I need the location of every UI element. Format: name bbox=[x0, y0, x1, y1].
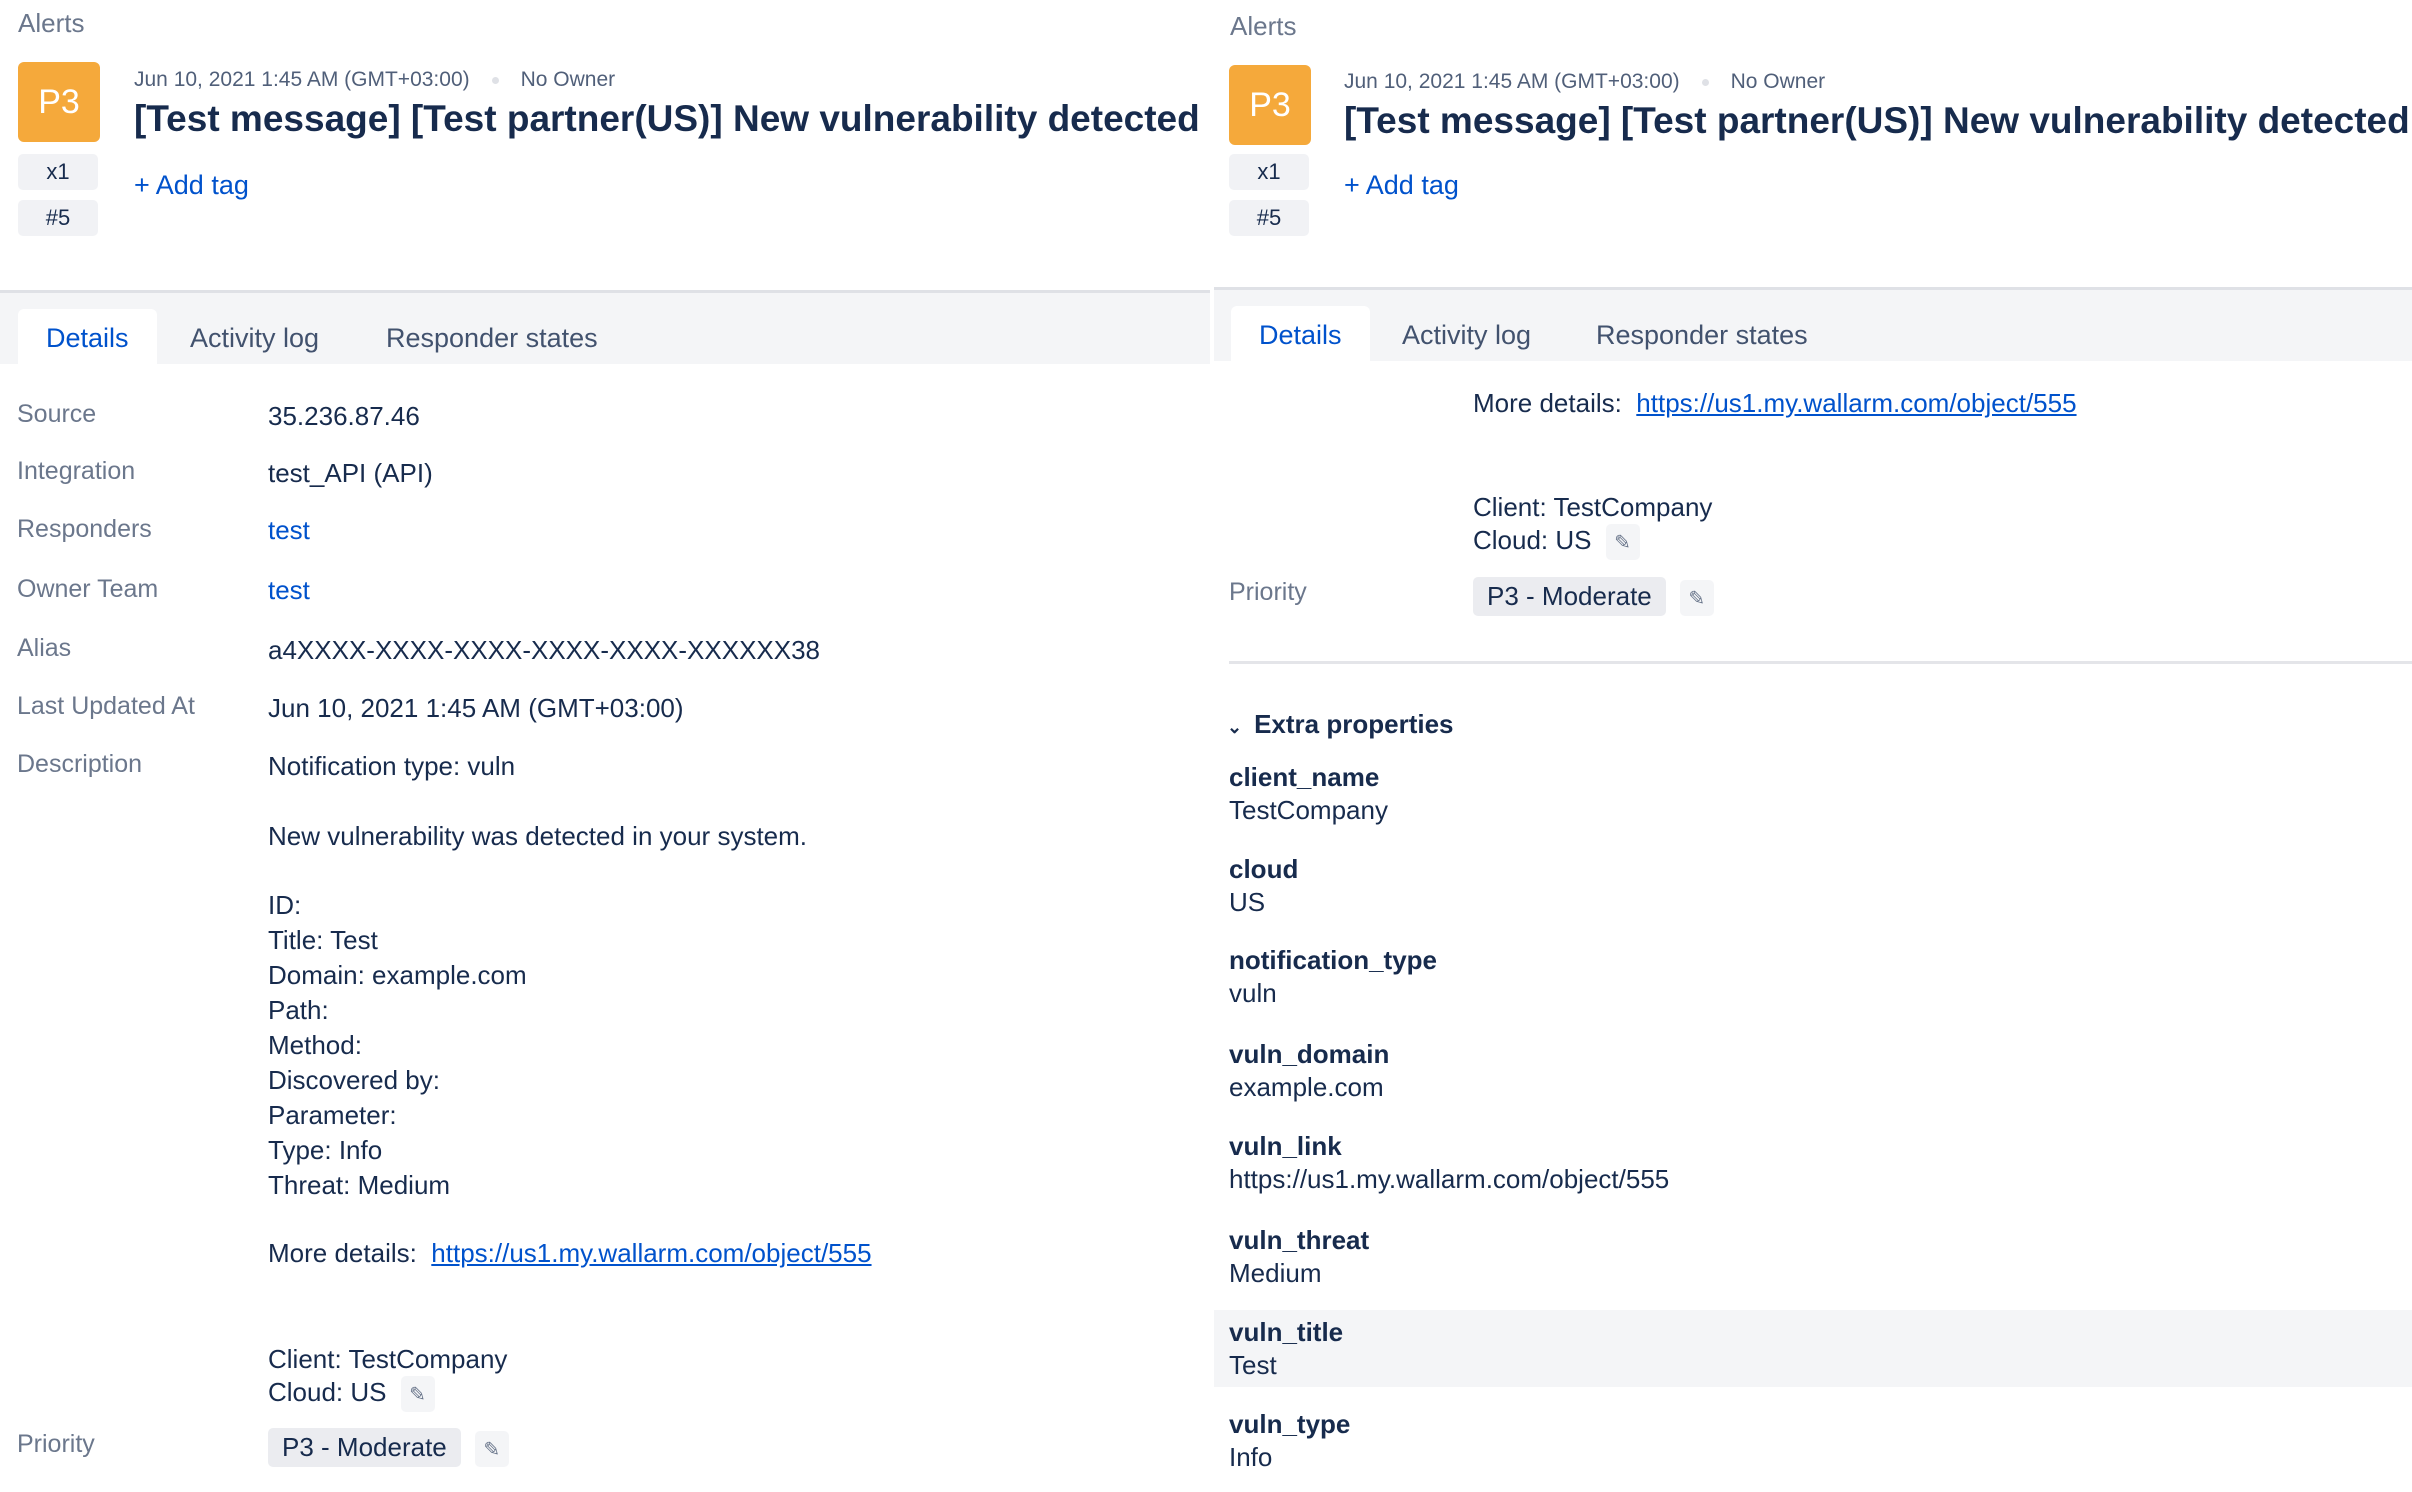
description-line: Domain: example.com bbox=[268, 960, 527, 990]
alert-title: [Test message] [Test partner(US)] New vu… bbox=[134, 98, 1200, 139]
priority-badge: P3 bbox=[18, 62, 100, 142]
prop-name: cloud bbox=[1229, 854, 1299, 884]
description-label: Description bbox=[17, 750, 143, 778]
cloud-line: Cloud: US ✎ bbox=[1473, 524, 1640, 560]
priority-pill: P3 - Moderate bbox=[268, 1428, 461, 1467]
add-tag-button[interactable]: + Add tag bbox=[134, 170, 249, 200]
divider bbox=[1229, 661, 2412, 664]
alias-value: a4XXXX-XXXX-XXXX-XXXX-XXXX-XXXXXX38 bbox=[268, 635, 821, 665]
tab-responder-states[interactable]: Responder states bbox=[1596, 319, 1808, 350]
prop-name: vuln_link bbox=[1229, 1131, 1342, 1161]
left-panel: Alerts P3 x1 #5 Jun 10, 2021 1:45 AM (GM… bbox=[0, 8, 1210, 1468]
description-line: Parameter: bbox=[268, 1100, 397, 1130]
prop-value: Medium bbox=[1229, 1258, 1322, 1288]
separator-dot bbox=[1701, 78, 1709, 86]
description-line: Discovered by: bbox=[268, 1065, 440, 1095]
breadcrumb[interactable]: Alerts bbox=[18, 8, 85, 38]
description-line: ID: bbox=[268, 890, 302, 920]
add-tag-button[interactable]: + Add tag bbox=[1344, 170, 1459, 200]
alert-meta: Jun 10, 2021 1:45 AM (GMT+03:00) No Owner bbox=[1344, 70, 1825, 94]
count-badge: x1 bbox=[1229, 154, 1309, 190]
priority-row: P3 - Moderate ✎ bbox=[268, 1428, 509, 1468]
priority-label: Priority bbox=[17, 1430, 95, 1458]
edit-description-pencil-icon[interactable]: ✎ bbox=[1605, 524, 1640, 560]
prop-value: US bbox=[1229, 887, 1266, 917]
source-label: Source bbox=[17, 400, 97, 428]
tab-responder-states[interactable]: Responder states bbox=[386, 322, 598, 353]
tab-details[interactable]: Details bbox=[18, 309, 157, 367]
priority-pill: P3 - Moderate bbox=[1473, 577, 1666, 616]
extra-properties-label: Extra properties bbox=[1254, 709, 1454, 739]
last-updated-label: Last Updated At bbox=[17, 692, 195, 720]
description-line: Path: bbox=[268, 995, 329, 1025]
prop-name: client_name bbox=[1229, 762, 1380, 792]
breadcrumb[interactable]: Alerts bbox=[1230, 11, 1297, 41]
edit-description-pencil-icon[interactable]: ✎ bbox=[400, 1376, 435, 1412]
integration-value: test_API (API) bbox=[268, 458, 433, 488]
integration-label: Integration bbox=[17, 457, 136, 485]
alias-label: Alias bbox=[17, 634, 72, 662]
description-line: Type: Info bbox=[268, 1135, 383, 1165]
more-details-link[interactable]: https://us1.my.wallarm.com/object/555 bbox=[431, 1238, 872, 1268]
more-details: More details: https://us1.my.wallarm.com… bbox=[268, 1238, 872, 1269]
more-details: More details: https://us1.my.wallarm.com… bbox=[1473, 388, 2077, 419]
number-badge: #5 bbox=[18, 200, 98, 236]
more-details-label: More details: bbox=[1473, 388, 1622, 418]
edit-priority-pencil-icon[interactable]: ✎ bbox=[1679, 580, 1714, 617]
source-value: 35.236.87.46 bbox=[268, 401, 420, 431]
alert-date: Jun 10, 2021 1:45 AM (GMT+03:00) bbox=[1344, 70, 1680, 93]
last-updated-value: Jun 10, 2021 1:45 AM (GMT+03:00) bbox=[268, 693, 684, 723]
alert-meta: Jun 10, 2021 1:45 AM (GMT+03:00) No Owner bbox=[134, 68, 615, 92]
description-line: Method: bbox=[268, 1030, 362, 1060]
prop-name: vuln_domain bbox=[1229, 1039, 1390, 1069]
tab-bar: Details Activity log Responder states bbox=[1214, 287, 2412, 364]
chevron-down-icon: ⌄ bbox=[1227, 717, 1243, 737]
alert-date: Jun 10, 2021 1:45 AM (GMT+03:00) bbox=[134, 68, 470, 91]
responders-label: Responders bbox=[17, 515, 152, 543]
priority-badge: P3 bbox=[1229, 65, 1311, 145]
prop-name: notification_type bbox=[1229, 945, 1438, 975]
owner-team-link[interactable]: test bbox=[268, 575, 310, 605]
separator-dot bbox=[491, 76, 499, 84]
edit-priority-pencil-icon[interactable]: ✎ bbox=[474, 1431, 509, 1468]
cloud-text: Cloud: US bbox=[1473, 524, 1592, 555]
priority-label: Priority bbox=[1229, 578, 1307, 606]
cloud-line: Cloud: US ✎ bbox=[268, 1376, 435, 1412]
prop-value: example.com bbox=[1229, 1072, 1384, 1102]
description-line: New vulnerability was detected in your s… bbox=[268, 821, 808, 851]
extra-properties-toggle[interactable]: ⌄ Extra properties bbox=[1227, 709, 1454, 740]
count-badge: x1 bbox=[18, 154, 98, 190]
prop-value: vuln bbox=[1229, 978, 1277, 1008]
description-line: Notification type: vuln bbox=[268, 751, 516, 781]
more-details-link[interactable]: https://us1.my.wallarm.com/object/555 bbox=[1636, 388, 2077, 418]
tab-bar: Details Activity log Responder states bbox=[0, 290, 1210, 367]
prop-value: Info bbox=[1229, 1442, 1273, 1472]
prop-name: vuln_threat bbox=[1229, 1225, 1370, 1255]
tab-activity-log[interactable]: Activity log bbox=[190, 322, 320, 353]
priority-row: P3 - Moderate ✎ bbox=[1473, 577, 1714, 617]
alert-title: [Test message] [Test partner(US)] New vu… bbox=[1344, 100, 2410, 141]
right-panel: Alerts P3 x1 #5 Jun 10, 2021 1:45 AM (GM… bbox=[1214, 0, 2412, 1492]
owner-team-label: Owner Team bbox=[17, 575, 159, 603]
cloud-text: Cloud: US bbox=[268, 1376, 387, 1407]
highlight-row-bg bbox=[1214, 1310, 2412, 1387]
tab-activity-log[interactable]: Activity log bbox=[1402, 319, 1532, 350]
prop-value: Test bbox=[1229, 1350, 1277, 1380]
alert-owner[interactable]: No Owner bbox=[1730, 70, 1826, 93]
number-badge: #5 bbox=[1229, 200, 1309, 236]
prop-value-link[interactable]: https://us1.my.wallarm.com/object/555 bbox=[1229, 1164, 1670, 1194]
prop-value: TestCompany bbox=[1229, 795, 1388, 825]
prop-name: vuln_title bbox=[1229, 1317, 1344, 1347]
client-line: Client: TestCompany bbox=[1473, 492, 1713, 522]
prop-name: vuln_type bbox=[1229, 1409, 1351, 1439]
description-line: Title: Test bbox=[268, 925, 378, 955]
alert-owner[interactable]: No Owner bbox=[520, 68, 616, 91]
responders-link[interactable]: test bbox=[268, 515, 310, 545]
more-details-label: More details: bbox=[268, 1238, 417, 1268]
tab-details[interactable]: Details bbox=[1231, 306, 1370, 364]
client-line: Client: TestCompany bbox=[268, 1344, 508, 1374]
description-line: Threat: Medium bbox=[268, 1170, 451, 1200]
